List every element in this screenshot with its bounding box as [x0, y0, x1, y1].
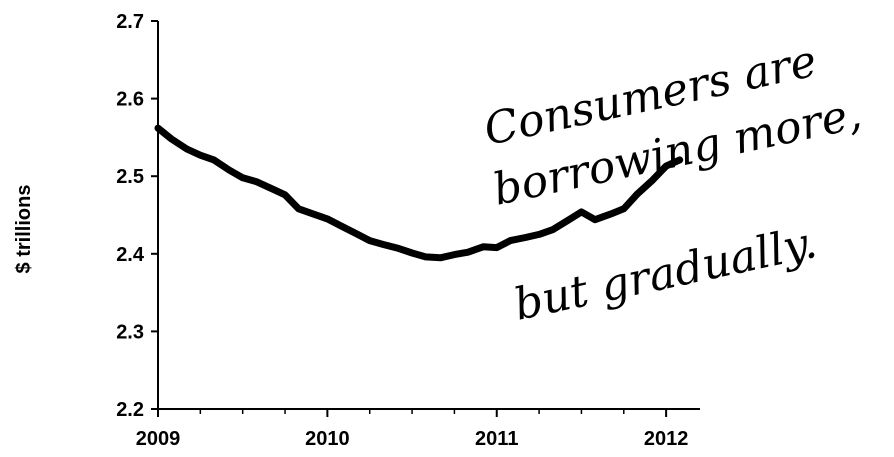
series-layer: [154, 124, 684, 262]
y-tick-label: 2.2: [116, 399, 144, 421]
handwritten-annotation: Consumers are borrowing more, but gradua…: [480, 36, 866, 331]
x-tick-label: 2011: [475, 428, 518, 450]
y-tick-label: 2.6: [116, 89, 144, 111]
y-tick-label: 2.7: [116, 11, 144, 33]
y-axis: 2.2 2.3 2.4 2.5 2.6 2.7: [116, 11, 159, 421]
y-tick-label: 2.5: [116, 166, 144, 188]
y-axis-title: $ trillions: [13, 185, 35, 274]
x-axis: 2009 2010 2011 2012: [136, 408, 700, 450]
annotation-line-3: but gradually.: [510, 217, 821, 331]
y-tick-label: 2.3: [116, 321, 144, 343]
series-line: [154, 124, 684, 262]
x-tick-label: 2009: [136, 428, 181, 450]
y-tick-label: 2.4: [116, 244, 145, 266]
x-tick-label: 2010: [305, 428, 350, 450]
x-tick-label: 2012: [644, 428, 689, 450]
